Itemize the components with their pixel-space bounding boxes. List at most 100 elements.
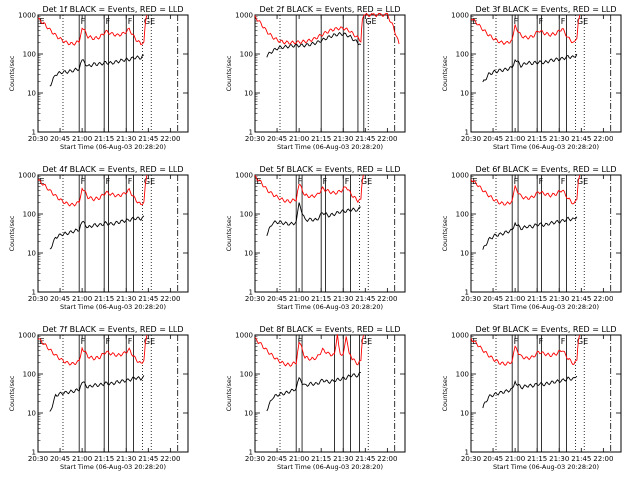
y-tick-label: 10	[27, 90, 36, 98]
y-tick-label: 100	[23, 211, 36, 219]
series-events-line	[267, 372, 361, 411]
y-tick-label: 1000	[18, 172, 36, 180]
series-lld-line	[471, 175, 580, 205]
event-marker-label: GE	[361, 337, 372, 346]
event-marker-label: F	[81, 177, 86, 186]
panel-3: Det 3f BLACK = Events, RED = LLD 1 10 100 10…	[441, 5, 622, 151]
y-tick-label: 10	[244, 250, 253, 258]
panel-8: Det 8f BLACK = Events, RED = LLD 1 10 100 10…	[225, 325, 406, 471]
panel-title: Det 1f BLACK = Events, RED = LLD	[42, 5, 183, 14]
y-tick-label: 1000	[451, 332, 469, 340]
series-lld-line	[255, 13, 399, 44]
event-marker-label: F	[128, 337, 133, 346]
y-tick-label: 1	[32, 129, 36, 137]
x-axis-label: Start Time (06-Aug-03 20:28:20)	[60, 143, 166, 151]
x-tick-label: 21:00	[72, 135, 92, 143]
x-tick-label: 20:45	[50, 135, 70, 143]
x-tick-label: 22:00	[377, 455, 397, 463]
panel-title: Det 9f BLACK = Events, RED = LLD	[475, 325, 616, 334]
panel-title: Det 3f BLACK = Events, RED = LLD	[475, 5, 616, 14]
series-lld-line	[471, 15, 580, 44]
x-tick-label: 22:00	[377, 135, 397, 143]
event-marker-label: E	[257, 177, 262, 186]
x-tick-label: 21:45	[571, 295, 591, 303]
event-marker-label: F	[539, 337, 544, 346]
x-tick-label: 21:45	[138, 455, 158, 463]
x-tick-label: 20:30	[461, 295, 481, 303]
y-tick-label: 1000	[235, 332, 253, 340]
y-tick-label: 100	[456, 211, 469, 219]
series-events-line	[50, 55, 144, 86]
panel-title: Det 8f BLACK = Events, RED = LLD	[259, 325, 400, 334]
panel-5: Det 5f BLACK = Events, RED = LLD 1 10 100 10…	[225, 165, 406, 311]
y-tick-label: 1	[32, 289, 36, 297]
x-tick-label: 21:00	[289, 455, 309, 463]
y-tick-label: 1000	[235, 12, 253, 20]
y-tick-label: 1	[465, 129, 469, 137]
x-tick-label: 21:15	[311, 295, 331, 303]
event-marker-label: F	[298, 337, 303, 346]
x-tick-label: 21:45	[355, 455, 375, 463]
event-marker-label: GE	[361, 177, 372, 186]
panel-title: Det 6f BLACK = Events, RED = LLD	[475, 165, 616, 174]
x-tick-label: 22:00	[160, 455, 180, 463]
x-tick-label: 21:45	[138, 135, 158, 143]
event-marker-label: F	[128, 177, 133, 186]
y-tick-label: 1000	[18, 12, 36, 20]
y-axis-label: Counts/sec	[225, 375, 233, 411]
x-axis-label: Start Time (06-Aug-03 20:28:20)	[60, 463, 166, 471]
x-tick-label: 21:00	[289, 295, 309, 303]
y-axis-label: Counts/sec	[225, 215, 233, 251]
x-tick-label: 22:00	[377, 295, 397, 303]
series-events-line	[50, 375, 144, 411]
panel-title: Det 7f BLACK = Events, RED = LLD	[42, 325, 183, 334]
x-tick-label: 20:45	[267, 295, 287, 303]
event-marker-label: F	[128, 17, 133, 26]
x-tick-label: 20:30	[245, 295, 265, 303]
panel-title: Det 5f BLACK = Events, RED = LLD	[259, 165, 400, 174]
x-tick-label: 21:45	[355, 295, 375, 303]
event-marker-label: GE	[144, 177, 155, 186]
x-tick-label: 22:00	[593, 135, 613, 143]
x-tick-label: 21:45	[355, 135, 375, 143]
x-tick-label: 21:00	[505, 455, 525, 463]
plot-frame	[254, 334, 406, 453]
event-marker-label: F	[561, 337, 566, 346]
x-tick-label: 20:45	[267, 135, 287, 143]
y-axis-label: Counts/sec	[441, 55, 449, 91]
y-tick-label: 100	[240, 51, 253, 59]
y-tick-label: 1000	[451, 172, 469, 180]
event-marker-label: GE	[577, 17, 588, 26]
y-axis-label: Counts/sec	[441, 375, 449, 411]
series-events-line	[483, 217, 577, 250]
x-tick-label: 21:30	[549, 295, 569, 303]
series-lld-line	[38, 335, 147, 365]
event-marker-label: F	[298, 177, 303, 186]
x-tick-label: 21:15	[311, 455, 331, 463]
y-tick-label: 1	[465, 289, 469, 297]
x-tick-label: 21:00	[505, 295, 525, 303]
event-marker-label: E	[40, 177, 45, 186]
x-tick-label: 21:30	[333, 455, 353, 463]
x-tick-label: 20:30	[28, 135, 48, 143]
series-lld-line	[255, 175, 364, 203]
x-tick-label: 22:00	[160, 135, 180, 143]
event-marker-label: GE	[577, 337, 588, 346]
event-marker-label: F	[106, 17, 111, 26]
x-tick-label: 21:15	[94, 295, 114, 303]
event-marker-label: F	[539, 17, 544, 26]
event-marker-label: F	[514, 177, 519, 186]
x-axis-label: Start Time (06-Aug-03 20:28:20)	[277, 463, 383, 471]
event-marker-label: F	[514, 17, 519, 26]
y-tick-label: 1	[249, 129, 253, 137]
x-tick-label: 21:30	[333, 135, 353, 143]
x-tick-label: 21:15	[311, 135, 331, 143]
series-events-line	[483, 54, 577, 82]
series-lld-line	[255, 334, 364, 366]
y-tick-label: 10	[460, 250, 469, 258]
x-tick-label: 21:15	[527, 135, 547, 143]
y-tick-label: 100	[456, 51, 469, 59]
event-marker-label: F	[323, 177, 328, 186]
x-tick-label: 20:45	[50, 455, 70, 463]
x-tick-label: 20:30	[245, 455, 265, 463]
